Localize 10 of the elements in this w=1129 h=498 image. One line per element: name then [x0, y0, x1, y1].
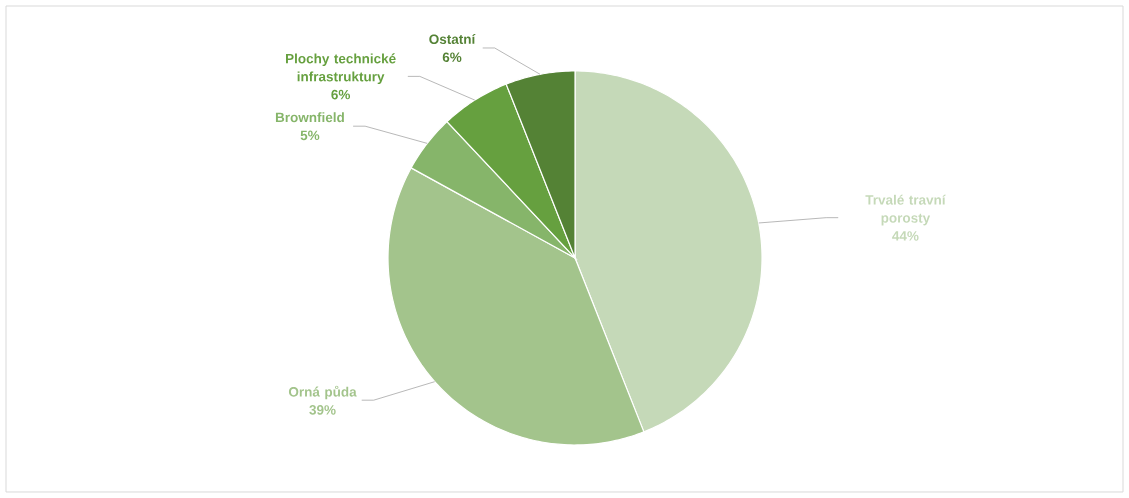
data-label: 44% — [892, 231, 919, 241]
data-label: 6% — [442, 52, 462, 62]
data-label: 6% — [331, 89, 351, 100]
slice-label: Ostatní — [429, 33, 476, 44]
slice-label: Plochy technické infrastruktury — [286, 53, 396, 85]
slice-label: Orná půda — [288, 385, 357, 400]
slice-label: Trvalé travní porosty — [865, 194, 946, 226]
slice-label: Brownfield — [275, 112, 344, 123]
data-label: 39% — [309, 405, 336, 415]
data-label: 5% — [300, 130, 320, 141]
